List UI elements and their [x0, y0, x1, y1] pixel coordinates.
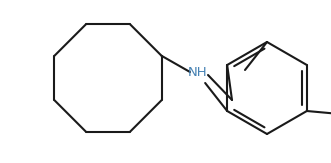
Text: NH: NH [188, 66, 208, 79]
